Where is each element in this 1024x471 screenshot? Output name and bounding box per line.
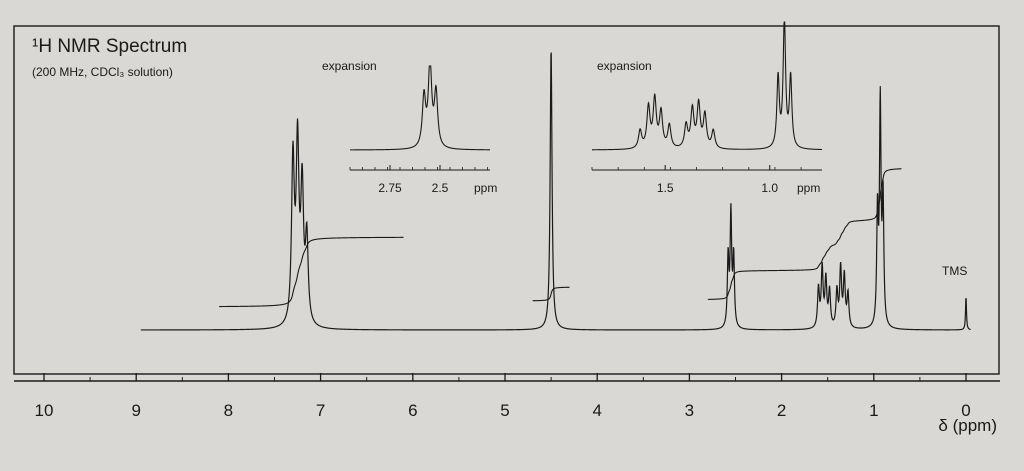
x-tick-label: 8 bbox=[224, 401, 233, 420]
expansion-inset-aliphatic: expansion 1.5 1.0 ppm bbox=[592, 22, 822, 195]
inset-tick-label: 2.5 bbox=[432, 181, 449, 195]
expansion-inset-aromatic: expansion 2.75 2.5 ppm bbox=[322, 59, 497, 195]
x-tick-label: 7 bbox=[316, 401, 325, 420]
inset-tick-label: 1.0 bbox=[761, 181, 778, 195]
tms-label: TMS bbox=[942, 264, 967, 278]
x-tick-label: 2 bbox=[777, 401, 786, 420]
inset-tick-label: 2.75 bbox=[378, 181, 402, 195]
x-tick-label: 9 bbox=[131, 401, 140, 420]
inset-unit-label: ppm bbox=[797, 181, 820, 195]
inset-unit-label: ppm bbox=[474, 181, 497, 195]
x-tick-label: 3 bbox=[685, 401, 694, 420]
integration-curve bbox=[219, 237, 403, 306]
x-tick-label: 6 bbox=[408, 401, 417, 420]
inset-trace bbox=[592, 22, 822, 150]
integration-curve bbox=[533, 287, 570, 300]
x-axis-label: δ (ppm) bbox=[938, 416, 997, 435]
x-tick-label: 10 bbox=[35, 401, 54, 420]
chart-title: ¹H NMR Spectrum bbox=[32, 36, 187, 57]
x-tick-label: 5 bbox=[500, 401, 509, 420]
x-axis-ticks: 10 9 8 7 6 5 4 3 2 1 0 bbox=[35, 373, 971, 420]
inset-label: expansion bbox=[322, 59, 377, 73]
x-tick-label: 1 bbox=[869, 401, 878, 420]
inset-trace bbox=[350, 66, 490, 150]
x-tick-label: 4 bbox=[592, 401, 601, 420]
inset-tick-label: 1.5 bbox=[657, 181, 674, 195]
chart-subtitle: (200 MHz, CDCl₃ solution) bbox=[32, 65, 173, 79]
inset-label: expansion bbox=[597, 59, 652, 73]
